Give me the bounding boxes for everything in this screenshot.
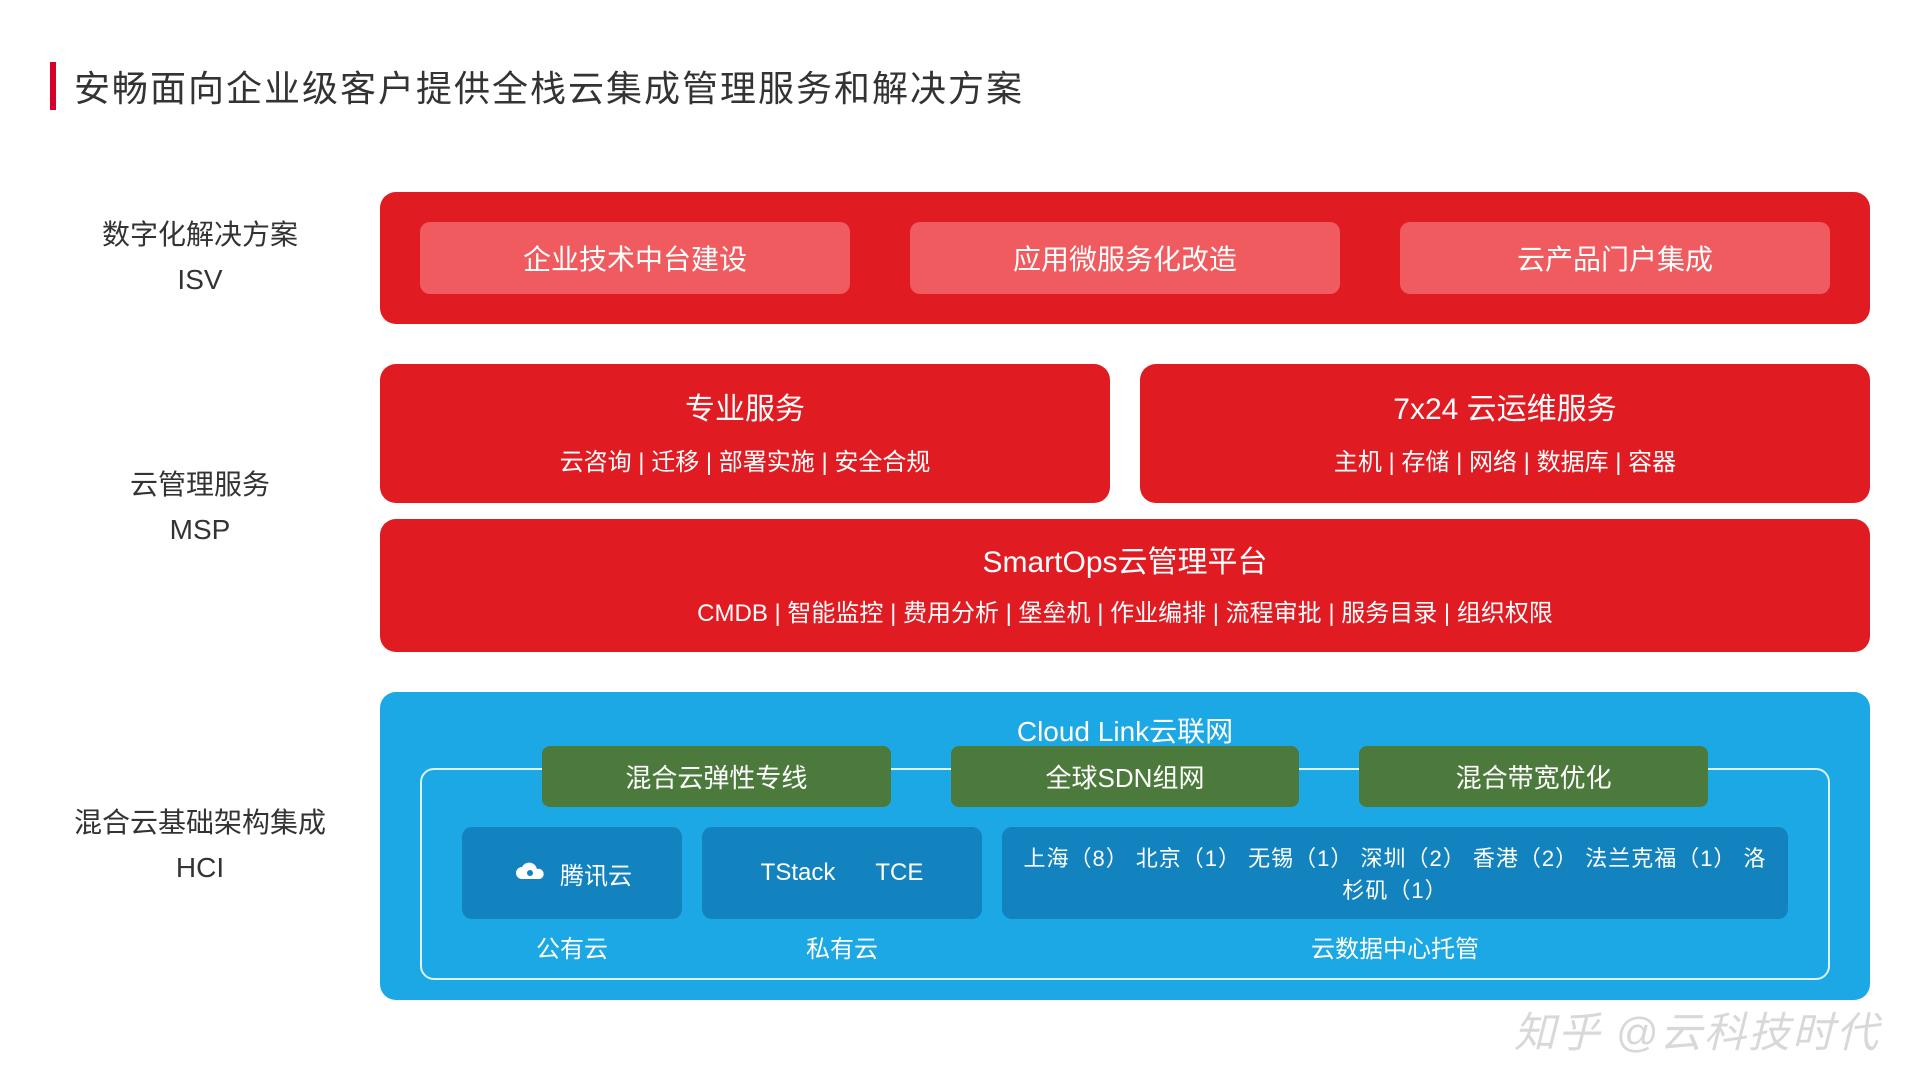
slide-title-block: 安畅面向企业级客户提供全栈云集成管理服务和解决方案 <box>50 60 1870 112</box>
msp-smartops-title: SmartOps云管理平台 <box>390 537 1860 581</box>
tencent-cloud-icon <box>512 861 548 885</box>
watermark: 知乎 @云科技时代 <box>1514 999 1880 1060</box>
hci-datacenters: 上海（8） 北京（1） 无锡（1） 深圳（2） 香港（2） 法兰克福（1） 洛杉… <box>1002 827 1788 919</box>
hci-cat-private: 私有云 <box>702 929 982 964</box>
hci-title: Cloud Link云联网 <box>420 710 1830 750</box>
hci-cat-public: 公有云 <box>462 929 682 964</box>
msp-card-ops-title: 7x24 云运维服务 <box>1150 384 1860 428</box>
isv-pill-2: 云产品门户集成 <box>1400 222 1830 294</box>
msp-smartops: SmartOps云管理平台 CMDB | 智能监控 | 费用分析 | 堡垒机 |… <box>380 519 1870 652</box>
row-msp: 云管理服务 MSP 专业服务 云咨询 | 迁移 | 部署实施 | 安全合规 7x… <box>50 364 1870 652</box>
isv-pill-1: 应用微服务化改造 <box>910 222 1340 294</box>
hci-green-2: 混合带宽优化 <box>1359 746 1708 807</box>
slide-title: 安畅面向企业级客户提供全栈云集成管理服务和解决方案 <box>74 60 1024 112</box>
msp-smartops-sub: CMDB | 智能监控 | 费用分析 | 堡垒机 | 作业编排 | 流程审批 |… <box>390 593 1860 628</box>
row-label-hci-l1: 混合云基础架构集成 <box>50 801 350 846</box>
hci-cat-dc: 云数据中心托管 <box>1002 929 1788 964</box>
row-label-isv-l2: ISV <box>50 258 350 303</box>
isv-container: 企业技术中台建设 应用微服务化改造 云产品门户集成 <box>380 192 1870 324</box>
msp-card-pro: 专业服务 云咨询 | 迁移 | 部署实施 | 安全合规 <box>380 364 1110 503</box>
hci-frame: 混合云弹性专线 全球SDN组网 混合带宽优化 腾讯云 <box>420 768 1830 980</box>
msp-card-ops: 7x24 云运维服务 主机 | 存储 | 网络 | 数据库 | 容器 <box>1140 364 1870 503</box>
hci-green-0: 混合云弹性专线 <box>542 746 891 807</box>
row-label-isv: 数字化解决方案 ISV <box>50 213 350 303</box>
row-hci: 混合云基础架构集成 HCI Cloud Link云联网 混合云弹性专线 全球SD… <box>50 692 1870 1000</box>
hci-container: Cloud Link云联网 混合云弹性专线 全球SDN组网 混合带宽优化 <box>380 692 1870 1000</box>
title-accent-bar <box>50 62 56 110</box>
hci-green-1: 全球SDN组网 <box>951 746 1300 807</box>
msp-card-pro-sub: 云咨询 | 迁移 | 部署实施 | 安全合规 <box>390 442 1100 477</box>
row-label-hci-l2: HCI <box>50 846 350 891</box>
row-label-msp-l2: MSP <box>50 508 350 553</box>
isv-pill-0: 企业技术中台建设 <box>420 222 850 294</box>
row-isv: 数字化解决方案 ISV 企业技术中台建设 应用微服务化改造 云产品门户集成 <box>50 192 1870 324</box>
hci-public-cloud: 腾讯云 <box>462 827 682 919</box>
msp-card-ops-sub: 主机 | 存储 | 网络 | 数据库 | 容器 <box>1150 442 1860 477</box>
row-label-msp: 云管理服务 MSP <box>50 463 350 553</box>
row-label-isv-l1: 数字化解决方案 <box>50 213 350 258</box>
hci-public-label: 腾讯云 <box>560 856 632 891</box>
row-label-msp-l1: 云管理服务 <box>50 463 350 508</box>
hci-private-tce: TCE <box>875 859 923 887</box>
row-label-hci: 混合云基础架构集成 HCI <box>50 801 350 891</box>
hci-private-cloud: TStack TCE <box>702 827 982 919</box>
hci-private-tstack: TStack <box>761 859 836 887</box>
msp-card-pro-title: 专业服务 <box>390 384 1100 428</box>
